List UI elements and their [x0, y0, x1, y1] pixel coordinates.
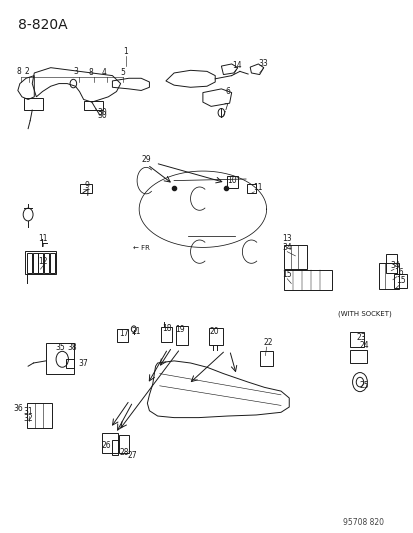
Bar: [117, 328, 127, 342]
Text: 27: 27: [127, 451, 137, 461]
Text: 34: 34: [389, 261, 399, 270]
Text: 1: 1: [123, 47, 128, 56]
Bar: [118, 434, 128, 453]
Bar: [349, 350, 366, 363]
Bar: [385, 254, 396, 273]
Text: 11: 11: [38, 234, 48, 243]
Text: 32: 32: [23, 414, 33, 423]
Text: 20: 20: [209, 327, 219, 336]
Text: 34: 34: [282, 243, 291, 252]
Text: 7: 7: [223, 103, 228, 112]
Text: (WITH SOCKET): (WITH SOCKET): [338, 311, 391, 318]
Text: 95708 820: 95708 820: [342, 518, 383, 527]
Text: 36: 36: [14, 403, 24, 413]
Bar: [44, 253, 49, 273]
Text: 37: 37: [78, 359, 88, 368]
Text: 30: 30: [97, 111, 107, 120]
Bar: [349, 332, 363, 347]
Text: 6: 6: [225, 87, 230, 96]
Text: 23: 23: [356, 333, 365, 342]
Bar: [46, 343, 74, 374]
Bar: [226, 176, 237, 188]
Text: 5: 5: [120, 68, 125, 77]
Text: 15: 15: [282, 270, 291, 279]
Text: 11: 11: [253, 183, 263, 192]
Bar: [176, 326, 187, 345]
Bar: [284, 270, 331, 290]
Text: 29: 29: [141, 155, 151, 164]
Text: 12: 12: [38, 257, 48, 266]
Text: 2: 2: [24, 67, 29, 76]
Text: 30: 30: [97, 108, 107, 117]
Text: 31: 31: [23, 407, 33, 416]
Text: 17: 17: [119, 329, 128, 338]
Text: 28: 28: [119, 448, 128, 457]
Bar: [27, 403, 52, 428]
Text: 38: 38: [67, 343, 77, 352]
Text: 16: 16: [394, 268, 403, 277]
Bar: [247, 184, 256, 193]
Bar: [50, 253, 55, 273]
Bar: [33, 253, 38, 273]
Bar: [259, 351, 272, 366]
Text: 26: 26: [101, 441, 111, 450]
Bar: [161, 327, 172, 342]
Bar: [27, 253, 32, 273]
Bar: [102, 433, 117, 453]
Text: 8-820A: 8-820A: [18, 18, 67, 33]
Text: 33: 33: [258, 59, 268, 68]
Text: 18: 18: [161, 324, 171, 333]
Text: 21: 21: [131, 327, 141, 336]
Bar: [80, 184, 92, 193]
Bar: [378, 263, 398, 289]
Text: 4: 4: [102, 68, 107, 77]
Text: 19: 19: [175, 325, 185, 334]
Bar: [25, 251, 55, 274]
Text: 9: 9: [84, 181, 89, 190]
Bar: [209, 328, 223, 345]
Bar: [66, 359, 74, 368]
Bar: [83, 101, 103, 110]
Text: 24: 24: [358, 341, 368, 350]
Text: 8: 8: [16, 67, 21, 76]
Text: 8: 8: [88, 68, 93, 77]
Text: 10: 10: [227, 176, 237, 185]
Bar: [112, 440, 117, 455]
Text: 14: 14: [231, 61, 241, 70]
Text: 25: 25: [358, 382, 368, 391]
Bar: [284, 245, 306, 269]
Text: 3: 3: [74, 67, 78, 76]
Bar: [393, 274, 406, 288]
Bar: [24, 99, 43, 110]
Text: 15: 15: [395, 277, 405, 286]
Bar: [38, 253, 43, 273]
Text: 35: 35: [55, 343, 64, 352]
Text: 22: 22: [263, 338, 272, 347]
Text: 13: 13: [282, 234, 291, 243]
Text: ← FR: ← FR: [133, 245, 150, 251]
